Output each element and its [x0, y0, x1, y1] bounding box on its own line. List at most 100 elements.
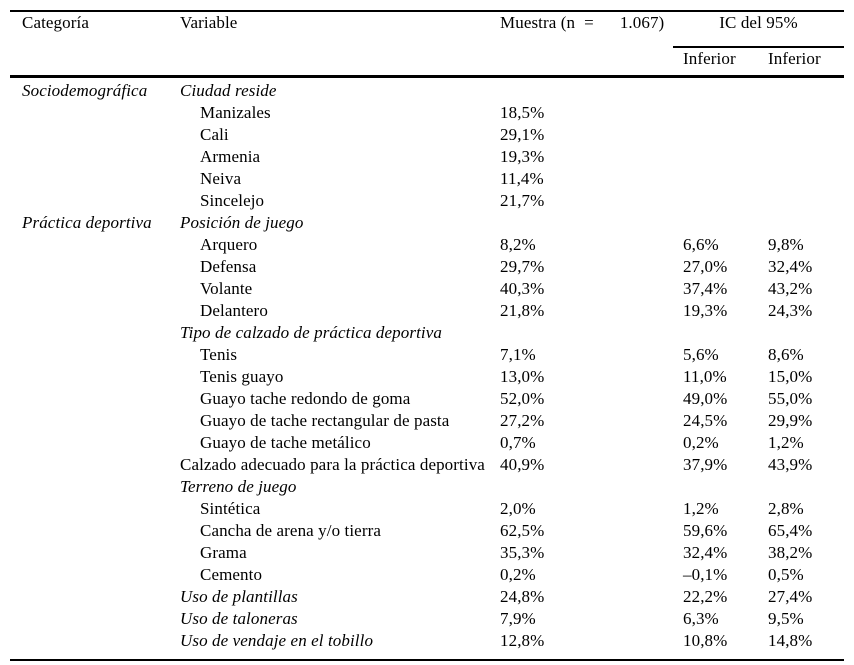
- stats-table: Categoría Variable Muestra (n = 1.067) IC …: [10, 10, 844, 661]
- muestra-cell: 2,0%: [500, 499, 536, 518]
- category-cell: [10, 300, 180, 322]
- muestra-cell: [500, 476, 683, 498]
- muestra-cell: 19,3%: [500, 147, 545, 166]
- table-row: Armenia 19,3%: [10, 146, 844, 168]
- category-cell: [10, 102, 180, 124]
- ci-upper-cell: [768, 146, 844, 168]
- variable-cell: Neiva: [200, 169, 242, 188]
- muestra-cell: 35,3%: [500, 543, 545, 562]
- ci-lower-cell: 24,5%: [683, 411, 728, 430]
- table-row: Guayo tache redondo de goma 52,0% 49,0% …: [10, 388, 844, 410]
- category-cell: [10, 608, 180, 630]
- ci-upper-cell: 43,2%: [768, 279, 813, 298]
- ci-lower-cell: [683, 190, 768, 212]
- ci-upper-cell: 29,9%: [768, 411, 813, 430]
- muestra-cell: 24,8%: [500, 587, 545, 606]
- ci-lower-cell: 1,2%: [683, 499, 719, 518]
- ci-upper-cell: [768, 190, 844, 212]
- table-row: Práctica deportiva Posición de juego: [10, 212, 844, 234]
- muestra-n-value: 1.067): [619, 13, 665, 32]
- category-cell: [10, 542, 180, 564]
- ci-upper-cell: 38,2%: [768, 543, 813, 562]
- variable-cell: Delantero: [200, 301, 268, 320]
- ci-lower-cell: 59,6%: [683, 521, 728, 540]
- category-cell: [10, 564, 180, 586]
- category-cell: Práctica deportiva: [22, 213, 152, 232]
- variable-cell: Arquero: [200, 235, 258, 254]
- table-row: Terreno de juego: [10, 476, 844, 498]
- ci-upper-cell: 0,5%: [768, 565, 804, 584]
- category-cell: [10, 476, 180, 498]
- category-cell: [10, 256, 180, 278]
- muestra-cell: 40,3%: [500, 279, 545, 298]
- ci-lower-cell: [683, 80, 768, 102]
- ci-upper-cell: [768, 80, 844, 102]
- variable-cell: Tenis guayo: [200, 367, 284, 386]
- ci-upper-cell: 9,5%: [768, 609, 804, 628]
- ci-lower-cell: [683, 124, 768, 146]
- table-row: Calzado adecuado para la práctica deport…: [10, 454, 844, 476]
- ci-lower-cell: 19,3%: [683, 301, 728, 320]
- table-row: Arquero 8,2% 6,6% 9,8%: [10, 234, 844, 256]
- ci-upper-cell: 15,0%: [768, 367, 813, 386]
- ci-lower-cell: 10,8%: [683, 631, 728, 650]
- ci-lower-cell: 27,0%: [683, 257, 728, 276]
- ci-lower-cell: –0,1%: [683, 565, 728, 584]
- table-row: Delantero 21,8% 19,3% 24,3%: [10, 300, 844, 322]
- category-cell: [10, 498, 180, 520]
- category-cell: [10, 586, 180, 608]
- ci-lower-cell: 49,0%: [683, 389, 728, 408]
- table-row: Tenis guayo 13,0% 11,0% 15,0%: [10, 366, 844, 388]
- category-cell: [10, 168, 180, 190]
- category-cell: [10, 410, 180, 432]
- table-row: Uso de vendaje en el tobillo 12,8% 10,8%…: [10, 630, 844, 652]
- table-row: Volante 40,3% 37,4% 43,2%: [10, 278, 844, 300]
- muestra-cell: 21,7%: [500, 191, 545, 210]
- variable-cell: Armenia: [200, 147, 261, 166]
- ci-lower-cell: [683, 476, 768, 498]
- variable-cell: Sintética: [200, 499, 261, 518]
- muestra-cell: 21,8%: [500, 301, 545, 320]
- ci-lower-cell: 22,2%: [683, 587, 728, 606]
- ci-upper-cell: [768, 322, 844, 344]
- category-cell: [10, 388, 180, 410]
- muestra-cell: 62,5%: [500, 521, 545, 540]
- table-row: Cemento 0,2% –0,1% 0,5%: [10, 564, 844, 586]
- ci-lower-cell: 6,6%: [683, 235, 719, 254]
- category-cell: [10, 146, 180, 168]
- muestra-cell: 40,9%: [500, 455, 545, 474]
- table-body: Sociodemográfica Ciudad reside Manizales…: [10, 78, 844, 661]
- ci-lower-cell: 5,6%: [683, 345, 719, 364]
- ci-upper-cell: 32,4%: [768, 257, 813, 276]
- category-cell: [10, 322, 180, 344]
- table-row: Uso de plantillas 24,8% 22,2% 27,4%: [10, 586, 844, 608]
- ci-lower-cell: 6,3%: [683, 609, 719, 628]
- ci-lower-cell: 37,4%: [683, 279, 728, 298]
- table-row: Cali 29,1%: [10, 124, 844, 146]
- muestra-cell: 12,8%: [500, 631, 545, 650]
- ci-upper-cell: 1,2%: [768, 433, 804, 452]
- ci-upper-cell: [768, 212, 844, 234]
- variable-cell: Grama: [200, 543, 247, 562]
- table-row: Tenis 7,1% 5,6% 8,6%: [10, 344, 844, 366]
- ci-lower-cell: [683, 168, 768, 190]
- variable-cell: Defensa: [200, 257, 257, 276]
- muestra-label: Muestra (n: [500, 13, 576, 32]
- variable-cell: Terreno de juego: [180, 477, 297, 496]
- category-cell: [10, 454, 180, 476]
- muestra-cell: 7,9%: [500, 609, 536, 628]
- table-row: Sociodemográfica Ciudad reside: [10, 80, 844, 102]
- muestra-cell: 27,2%: [500, 411, 545, 430]
- table-row: Neiva 11,4%: [10, 168, 844, 190]
- variable-cell: Volante: [200, 279, 253, 298]
- muestra-cell: [500, 212, 683, 234]
- table-row: Uso de taloneras 7,9% 6,3% 9,5%: [10, 608, 844, 630]
- muestra-cell: 52,0%: [500, 389, 545, 408]
- category-cell: [10, 366, 180, 388]
- category-cell: Sociodemográfica: [22, 81, 148, 100]
- col-header-categoria: Categoría: [22, 13, 89, 32]
- table-row: Sintética 2,0% 1,2% 2,8%: [10, 498, 844, 520]
- muestra-cell: 8,2%: [500, 235, 536, 254]
- ci-upper-cell: [768, 476, 844, 498]
- ci-upper-cell: [768, 124, 844, 146]
